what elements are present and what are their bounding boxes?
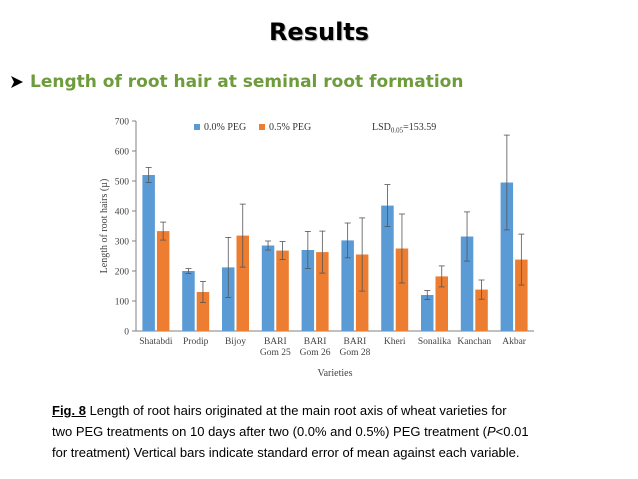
subheading-row: Length of root hair at seminal root form…	[10, 70, 463, 94]
bar-peg-0-0	[460, 236, 474, 331]
legend-label: 0.0% PEG	[204, 122, 246, 133]
x-tick-label: Kanchan	[457, 337, 491, 347]
x-tick-label: Akbar	[502, 337, 527, 347]
bar-peg-0-0	[381, 205, 394, 331]
x-tick-label: Gom 25	[260, 348, 291, 358]
x-tick-label: Kheri	[384, 337, 406, 347]
bar-peg-0-5	[316, 252, 329, 331]
bar-peg-0-5	[196, 292, 210, 331]
subheading: Length of root hair at seminal root form…	[30, 72, 464, 92]
bar-peg-0-5	[355, 254, 369, 331]
x-tick-label: Gom 26	[300, 348, 331, 358]
bar-peg-0-5	[475, 289, 488, 331]
caption-p-symbol: P	[486, 424, 496, 439]
bar-chart: 0 100 200 300 400 500 600 700 Shatabdi Prodip Bijo…	[99, 118, 534, 379]
bar-peg-0-0	[182, 271, 195, 331]
bar-peg-0-0	[500, 182, 514, 331]
x-tick-label: BARI	[344, 337, 367, 347]
y-tick-label: 100	[115, 298, 130, 308]
bar-peg-0-0	[142, 175, 155, 331]
x-tick-label: BARI	[304, 337, 327, 347]
y-tick-label: 400	[115, 208, 130, 218]
bar-peg-0-5	[156, 231, 170, 331]
caption-line-3: for treatment) Vertical bars indicate st…	[52, 445, 520, 460]
legend-swatch	[194, 124, 200, 130]
x-tick-label: Sonalika	[418, 337, 452, 347]
bar-peg-0-5	[236, 235, 249, 331]
bar-peg-0-5	[435, 276, 448, 331]
bar-peg-0-5	[515, 259, 528, 331]
figure-label: Fig. 8	[52, 403, 86, 418]
bar-peg-0-0	[301, 250, 315, 331]
caption-line-1: Length of root hairs originated at the m…	[85, 403, 507, 418]
bar-peg-0-0	[421, 295, 434, 331]
y-tick-label: 600	[115, 148, 130, 158]
x-axis-label: Varieties	[318, 368, 353, 379]
y-tick-label: 200	[115, 268, 130, 278]
arrow-bullet-icon	[11, 76, 23, 88]
y-tick-label: 0	[124, 328, 129, 338]
caption-line-2c: <0.01	[495, 424, 529, 439]
x-tick-label: Shatabdi	[139, 337, 173, 347]
bar-peg-0-5	[395, 248, 409, 331]
bar-peg-0-0	[261, 245, 275, 331]
figure-caption: Fig. 8 Length of root hairs originated a…	[52, 400, 600, 463]
bar-peg-0-5	[276, 250, 289, 331]
slide-title: Results	[268, 18, 370, 46]
y-tick-label: 500	[115, 178, 130, 188]
x-tick-label: BARI	[264, 337, 287, 347]
y-tick-label: 300	[115, 238, 130, 248]
lsd-annotation: LSD0.05=153.59	[372, 122, 436, 135]
y-axis-label: Length of root hairs (µ)	[99, 179, 110, 274]
y-tick-label: 700	[115, 118, 130, 128]
x-tick-label: Bijoy	[225, 337, 246, 347]
x-tick-label: Prodip	[183, 337, 209, 347]
legend-label: 0.5% PEG	[269, 122, 311, 133]
legend-swatch	[259, 124, 265, 130]
bar-peg-0-0	[222, 267, 235, 331]
x-tick-label: Gom 28	[339, 348, 370, 358]
bar-peg-0-0	[341, 240, 354, 331]
caption-line-2a: two PEG treatments on 10 days after two …	[52, 424, 487, 439]
